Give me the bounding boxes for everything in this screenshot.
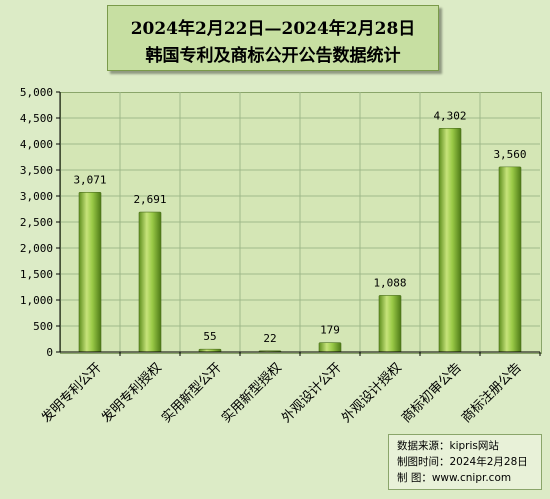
bar xyxy=(499,167,521,352)
y-tick-label: 5,000 xyxy=(20,86,53,99)
y-tick-label: 4,500 xyxy=(20,112,53,125)
bar xyxy=(379,295,401,352)
value-label: 179 xyxy=(320,324,340,337)
x-category-label: 实用新型授权 xyxy=(218,360,284,426)
x-category-label: 实用新型公开 xyxy=(158,360,224,426)
y-tick-label: 2,000 xyxy=(20,242,53,255)
y-tick-label: 3,000 xyxy=(20,190,53,203)
y-tick-label: 0 xyxy=(46,346,53,359)
value-label: 3,560 xyxy=(493,148,526,161)
x-category-label: 发明专利授权 xyxy=(98,360,164,426)
y-tick-label: 2,500 xyxy=(20,216,53,229)
y-axis: 0 500 1,000 1,500 2,000 2,500 3,000 3,500 4,000 4… xyxy=(20,86,60,359)
y-tick-label: 3,500 xyxy=(20,164,53,177)
value-label: 1,088 xyxy=(373,276,406,289)
x-axis: 发明专利公开发明专利授权实用新型公开实用新型授权外观设计公开外观设计授权商标初审… xyxy=(38,352,540,426)
source-line-2: 制图时间：2024年2月28日 xyxy=(397,454,541,470)
y-tick-label: 1,000 xyxy=(20,294,53,307)
y-tick-label: 500 xyxy=(33,320,53,333)
bar xyxy=(79,192,101,352)
source-line-3: 制 图：www.cnipr.com xyxy=(397,470,541,486)
source-line-1: 数据来源：kipris网站 xyxy=(397,438,541,454)
x-category-label: 外观设计公开 xyxy=(279,360,345,426)
y-tick-label: 4,000 xyxy=(20,138,53,151)
bar xyxy=(139,212,161,352)
x-category-label: 商标注册公告 xyxy=(459,360,525,426)
value-label: 2,691 xyxy=(133,193,166,206)
x-category-label: 发明专利公开 xyxy=(38,360,104,426)
value-label: 3,071 xyxy=(73,173,106,186)
value-label: 22 xyxy=(263,332,276,345)
y-tick-label: 1,500 xyxy=(20,268,53,281)
x-category-label: 外观设计授权 xyxy=(338,360,404,426)
grid-lines xyxy=(60,92,540,352)
value-label: 55 xyxy=(203,330,216,343)
value-label: 4,302 xyxy=(433,109,466,122)
x-category-label: 商标初审公告 xyxy=(399,360,465,426)
bar xyxy=(439,128,461,352)
source-box: 数据来源：kipris网站 制图时间：2024年2月28日 制 图：www.cn… xyxy=(388,434,542,490)
bar xyxy=(319,343,341,352)
